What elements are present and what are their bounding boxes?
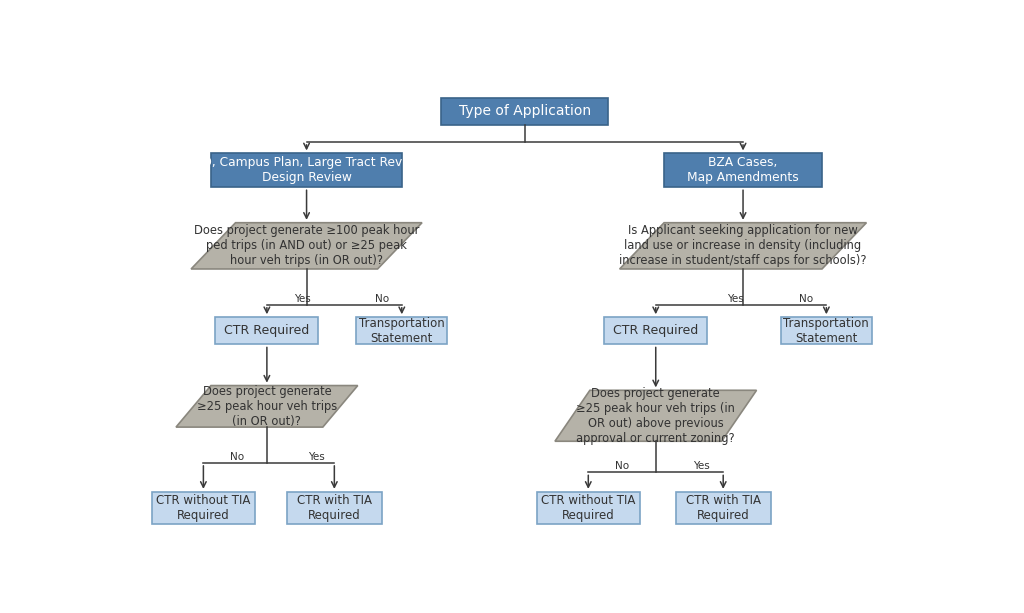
Polygon shape: [620, 223, 866, 269]
Polygon shape: [176, 386, 357, 427]
Text: CTR without TIA
Required: CTR without TIA Required: [157, 494, 251, 522]
FancyBboxPatch shape: [356, 317, 447, 345]
Text: Does project generate
≥25 peak hour veh trips
(in OR out)?: Does project generate ≥25 peak hour veh …: [197, 385, 337, 428]
Text: Type of Application: Type of Application: [459, 104, 591, 118]
Text: CTR without TIA
Required: CTR without TIA Required: [541, 494, 636, 522]
Text: Transportation
Statement: Transportation Statement: [783, 317, 869, 345]
Text: No: No: [615, 461, 630, 471]
FancyBboxPatch shape: [676, 492, 771, 524]
FancyBboxPatch shape: [287, 492, 382, 524]
Text: CTR Required: CTR Required: [613, 324, 698, 337]
Text: Transportation
Statement: Transportation Statement: [359, 317, 444, 345]
FancyBboxPatch shape: [537, 492, 640, 524]
Text: CTR Required: CTR Required: [224, 324, 309, 337]
Text: Is Applicant seeking application for new
land use or increase in density (includ: Is Applicant seeking application for new…: [620, 224, 866, 267]
Text: Yes: Yes: [294, 294, 311, 303]
Text: Yes: Yes: [693, 461, 711, 471]
Text: Yes: Yes: [727, 294, 743, 303]
FancyBboxPatch shape: [152, 492, 255, 524]
Text: No: No: [375, 294, 389, 303]
FancyBboxPatch shape: [664, 153, 822, 188]
Polygon shape: [555, 390, 757, 441]
FancyBboxPatch shape: [211, 153, 401, 188]
Text: CTR with TIA
Required: CTR with TIA Required: [297, 494, 372, 522]
FancyBboxPatch shape: [441, 97, 608, 125]
Text: Yes: Yes: [308, 452, 326, 462]
Text: CTR with TIA
Required: CTR with TIA Required: [686, 494, 761, 522]
FancyBboxPatch shape: [215, 317, 318, 345]
FancyBboxPatch shape: [604, 317, 708, 345]
Text: No: No: [800, 294, 814, 303]
Text: Does project generate ≥100 peak hour
ped trips (in AND out) or ≥25 peak
hour veh: Does project generate ≥100 peak hour ped…: [194, 224, 419, 267]
Text: Does project generate
≥25 peak hour veh trips (in
OR out) above previous
approva: Does project generate ≥25 peak hour veh …: [577, 387, 735, 445]
FancyBboxPatch shape: [780, 317, 872, 345]
Text: PUD, Campus Plan, Large Tract Review,
Design Review: PUD, Campus Plan, Large Tract Review, De…: [186, 156, 427, 185]
Text: BZA Cases,
Map Amendments: BZA Cases, Map Amendments: [687, 156, 799, 185]
Polygon shape: [191, 223, 422, 269]
Text: No: No: [230, 452, 245, 462]
